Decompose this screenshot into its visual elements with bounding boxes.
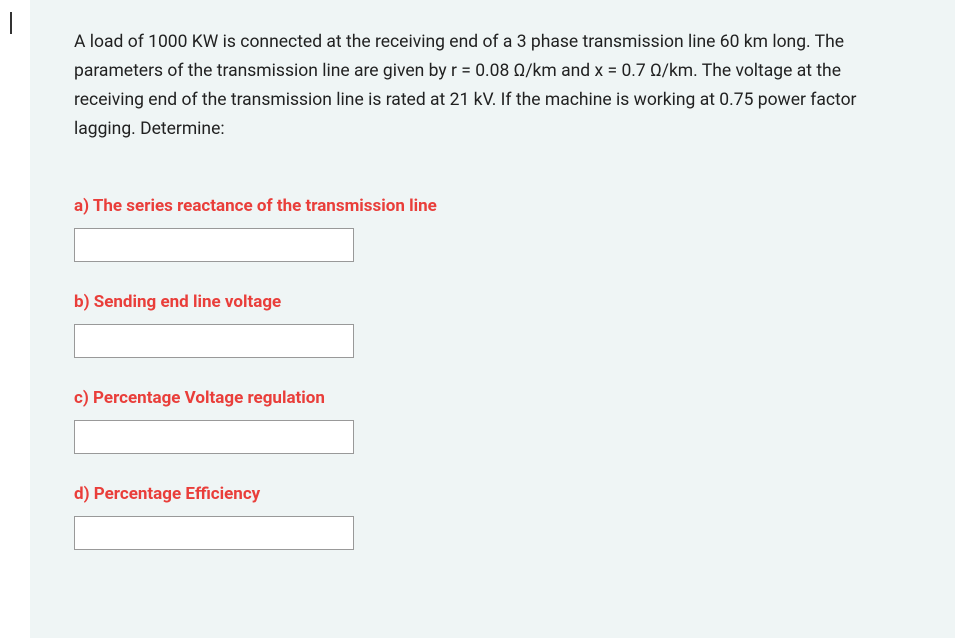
- part-b-input[interactable]: [74, 324, 354, 358]
- part-a: a) The series reactance of the transmiss…: [74, 196, 911, 262]
- part-c: c) Percentage Voltage regulation: [74, 388, 911, 454]
- part-c-input[interactable]: [74, 420, 354, 454]
- part-d-input[interactable]: [74, 516, 354, 550]
- part-a-input[interactable]: [74, 228, 354, 262]
- part-b-label: b) Sending end line voltage: [74, 292, 911, 312]
- part-d-label: d) Percentage Efficiency: [74, 484, 911, 504]
- cursor-marker: [10, 12, 12, 34]
- part-a-label: a) The series reactance of the transmiss…: [74, 196, 911, 216]
- question-body: A load of 1000 KW is connected at the re…: [74, 28, 911, 144]
- question-panel: A load of 1000 KW is connected at the re…: [30, 0, 955, 638]
- part-d: d) Percentage Efficiency: [74, 484, 911, 550]
- part-b: b) Sending end line voltage: [74, 292, 911, 358]
- part-c-label: c) Percentage Voltage regulation: [74, 388, 911, 408]
